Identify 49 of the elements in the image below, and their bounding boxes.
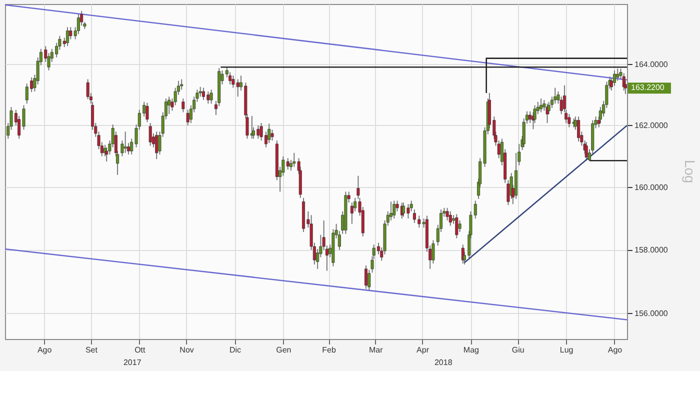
candlestick bbox=[448, 210, 452, 226]
y-tick-label: 164.0000 bbox=[634, 60, 668, 69]
candlestick bbox=[146, 102, 149, 123]
candlestick bbox=[577, 116, 580, 142]
x-tick-label: Gen bbox=[276, 346, 292, 354]
candlestick bbox=[616, 68, 620, 82]
candlestick bbox=[210, 89, 213, 104]
candlestick bbox=[364, 264, 368, 290]
x-tick-label: Nov bbox=[180, 346, 194, 354]
x-tick-label: Ago bbox=[608, 346, 623, 354]
y-tick-label: 158.0000 bbox=[634, 245, 668, 254]
candlestick bbox=[268, 123, 271, 144]
candlestick bbox=[392, 200, 396, 220]
candlestick bbox=[458, 220, 462, 233]
candlestick bbox=[182, 98, 185, 113]
y-tick-label: 160.0000 bbox=[634, 182, 668, 192]
x-tick-label: Giu bbox=[512, 346, 524, 354]
x-tick-label: Lug bbox=[560, 346, 574, 354]
candlestick bbox=[568, 114, 571, 128]
candlestick bbox=[124, 131, 127, 154]
candlestick bbox=[76, 14, 80, 35]
x-tick-label: Mar bbox=[368, 346, 384, 354]
candlestick bbox=[270, 129, 274, 142]
text: 2017 bbox=[123, 358, 142, 367]
text: 2018 bbox=[434, 358, 453, 367]
candlestick bbox=[622, 72, 626, 92]
candlestick bbox=[86, 78, 90, 100]
candlestick bbox=[350, 202, 354, 224]
x-tick-label: Apr bbox=[416, 346, 430, 354]
candlestick bbox=[540, 98, 543, 113]
candlestick bbox=[584, 142, 588, 162]
x-tick-label: Feb bbox=[322, 346, 336, 354]
x-tick-label: Ott bbox=[134, 346, 146, 354]
y-tick-label: 156.0000 bbox=[634, 308, 668, 318]
x-tick-label: Mag bbox=[463, 346, 479, 354]
candlestick bbox=[455, 214, 458, 239]
y-tick-label: 162.0000 bbox=[634, 120, 668, 130]
candlestick bbox=[148, 122, 152, 146]
text: 163.2200 bbox=[631, 83, 665, 92]
candlestick bbox=[554, 87, 557, 104]
candlestick bbox=[228, 72, 232, 85]
y-axis-title: Log bbox=[682, 160, 698, 184]
candlestick bbox=[155, 131, 158, 160]
candlestick bbox=[66, 26, 70, 47]
x-tick-label: Dic bbox=[229, 346, 242, 354]
x-tick-label: Ago bbox=[37, 346, 52, 354]
candlestick bbox=[368, 269, 371, 292]
candlestick bbox=[186, 109, 190, 126]
x-tick-label: Set bbox=[85, 346, 98, 354]
